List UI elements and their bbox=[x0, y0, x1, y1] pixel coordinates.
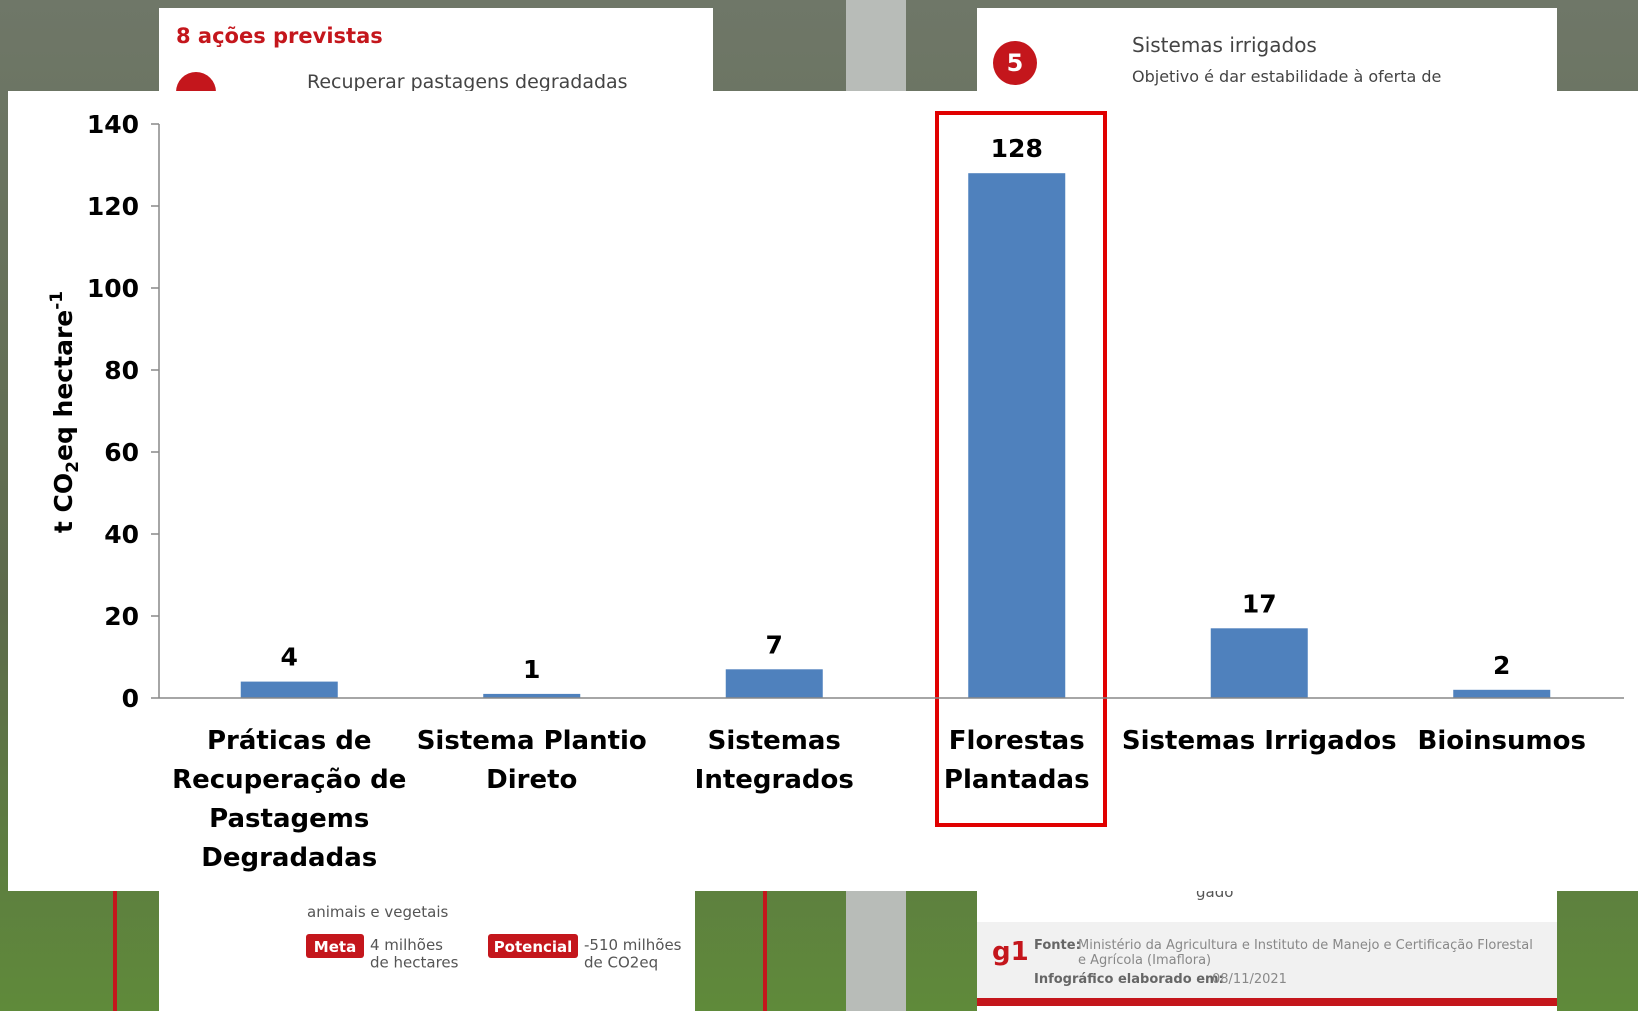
text-line: Ministério da Agricultura e Instituto de… bbox=[1078, 938, 1533, 953]
text-line: Recuperação de bbox=[172, 765, 406, 795]
text-line: Plantadas bbox=[944, 765, 1090, 795]
page: 8 ações previstas Recuperar pastagens de… bbox=[0, 0, 1638, 1011]
text-line: Práticas de bbox=[207, 726, 372, 756]
text-line: Florestas bbox=[949, 726, 1085, 756]
badge-number: 5 bbox=[1007, 49, 1024, 77]
badge-label: Potencial bbox=[494, 938, 573, 956]
badge-label: Meta bbox=[314, 938, 356, 956]
x-tick-label: Sistemas Irrigados bbox=[1122, 726, 1397, 756]
bar bbox=[968, 173, 1065, 698]
card-title: 8 ações previstas bbox=[176, 24, 383, 48]
y-tick-label: 20 bbox=[104, 602, 139, 631]
value-label: 4 bbox=[281, 643, 298, 672]
text-line: -510 milhões bbox=[584, 936, 682, 954]
text-line: Sistema Plantio bbox=[417, 726, 647, 756]
y-axis-title-subscript: 2 bbox=[63, 461, 83, 473]
text-line: e Agrícola (Imaflora) bbox=[1078, 953, 1211, 968]
source-label: Fonte: bbox=[1034, 938, 1081, 953]
bar bbox=[1211, 628, 1308, 698]
date-text: 08/11/2021 bbox=[1212, 972, 1287, 987]
footer bbox=[977, 922, 1557, 1000]
text-line: 4 milhões bbox=[370, 936, 443, 954]
logo: g1 bbox=[992, 937, 1029, 967]
y-tick-label: 0 bbox=[122, 684, 139, 713]
text-line: de CO2eq bbox=[584, 953, 658, 971]
text-line: Direto bbox=[486, 765, 577, 795]
bar bbox=[726, 669, 823, 698]
canvas: 8 ações previstas Recuperar pastagens de… bbox=[0, 0, 1638, 1011]
text-line: Degradadas bbox=[201, 843, 377, 873]
y-axis-title-superscript: -1 bbox=[47, 291, 67, 310]
text-line: Pastagems bbox=[209, 804, 369, 834]
value-label: 128 bbox=[991, 134, 1043, 163]
y-axis-title-part: t CO bbox=[49, 473, 78, 533]
y-tick-label: 100 bbox=[87, 274, 139, 303]
y-axis-title: t CO2eq hectare-1 bbox=[47, 291, 83, 533]
card-text: Objetivo é dar estabilidade à oferta de bbox=[1132, 67, 1441, 86]
text-line: Integrados bbox=[695, 765, 854, 795]
card-item: Recuperar pastagens degradadas bbox=[307, 71, 628, 93]
text-line: Sistemas bbox=[708, 726, 841, 756]
y-tick-label: 40 bbox=[104, 520, 139, 549]
card-text: animais e vegetais bbox=[307, 903, 449, 921]
text-line: de hectares bbox=[370, 953, 459, 971]
card-title: Sistemas irrigados bbox=[1132, 33, 1317, 57]
y-tick-label: 120 bbox=[87, 192, 139, 221]
bar bbox=[1453, 690, 1550, 698]
y-tick-label: 60 bbox=[104, 438, 139, 467]
value-label: 17 bbox=[1242, 589, 1277, 618]
y-tick-label: 80 bbox=[104, 356, 139, 385]
value-label: 2 bbox=[1493, 651, 1510, 680]
value-label: 7 bbox=[766, 630, 783, 659]
y-tick-label: 140 bbox=[87, 110, 139, 139]
value-label: 1 bbox=[523, 655, 540, 684]
bar bbox=[241, 682, 338, 698]
y-axis-title-part: eq hectare bbox=[49, 310, 78, 461]
footer-bar bbox=[977, 998, 1557, 1006]
x-tick-label: Bioinsumos bbox=[1418, 726, 1586, 756]
date-label: Infográfico elaborado em: bbox=[1034, 972, 1224, 987]
